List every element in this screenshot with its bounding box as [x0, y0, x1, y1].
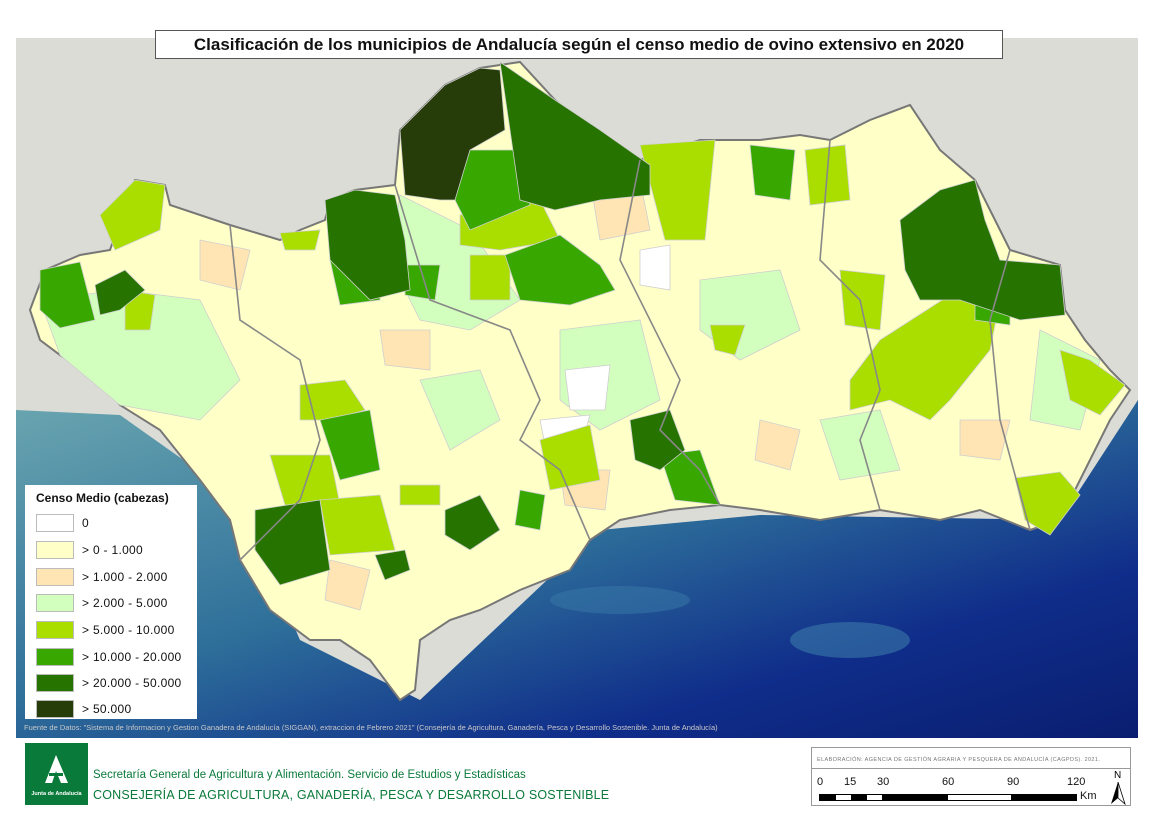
legend-swatch	[36, 514, 74, 532]
legend-item: > 5.000 - 10.000	[36, 620, 175, 640]
legend-swatch	[36, 648, 74, 666]
consejeria-text: CONSEJERÍA DE AGRICULTURA, GANADERÍA, PE…	[93, 788, 610, 802]
legend: Censo Medio (cabezas) 0 > 0 - 1.000 > 1.…	[25, 485, 197, 719]
secretaria-text: Secretaría General de Agricultura y Alim…	[93, 769, 526, 781]
legend-label: > 10.000 - 20.000	[82, 650, 182, 664]
legend-swatch	[36, 621, 74, 639]
map-canvas	[16, 38, 1138, 738]
legend-title: Censo Medio (cabezas)	[36, 491, 169, 505]
logo-a-icon	[45, 755, 68, 783]
legend-item: > 20.000 - 50.000	[36, 673, 182, 693]
legend-label: > 2.000 - 5.000	[82, 596, 168, 610]
scale-tick: 60	[942, 776, 955, 788]
scale-tick: 15	[844, 776, 857, 788]
seamount	[550, 586, 690, 614]
legend-label: > 20.000 - 50.000	[82, 676, 182, 690]
legend-item: > 50.000	[36, 699, 131, 719]
north-label: N	[1114, 770, 1122, 781]
province-borders	[229, 139, 1031, 561]
legend-swatch	[36, 700, 74, 718]
scale-box: ELABORACIÓN: AGENCIA DE GESTIÓN AGRARIA …	[811, 747, 1131, 806]
logo-text: Junta de Andalucía	[31, 791, 82, 797]
legend-label: > 1.000 - 2.000	[82, 570, 168, 584]
data-source-note: Fuente de Datos: "Sistema de Informacion…	[24, 723, 718, 732]
legend-label: 0	[82, 516, 89, 530]
legend-item: > 0 - 1.000	[36, 540, 143, 560]
divider	[812, 768, 1130, 769]
legend-swatch	[36, 541, 74, 559]
legend-label: > 5.000 - 10.000	[82, 623, 175, 637]
legend-swatch	[36, 674, 74, 692]
legend-label: > 0 - 1.000	[82, 543, 144, 557]
scale-bar	[819, 794, 1077, 801]
scale-tick: 120	[1067, 776, 1086, 788]
scale-tick: 30	[877, 776, 890, 788]
elaboration-credit: ELABORACIÓN: AGENCIA DE GESTIÓN AGRARIA …	[817, 757, 1101, 763]
scale-unit: Km	[1080, 790, 1097, 802]
legend-label: > 50.000	[82, 702, 132, 716]
scale-tick: 90	[1007, 776, 1020, 788]
map[interactable]	[16, 38, 1138, 738]
legend-swatch	[36, 568, 74, 586]
legend-item: 0	[36, 513, 89, 533]
seamount	[790, 622, 910, 658]
municipality-fills	[39, 61, 1126, 611]
map-title: Clasificación de los municipios de Andal…	[155, 30, 1003, 59]
junta-andalucia-logo: Junta de Andalucía	[25, 743, 88, 805]
scale-tick: 0	[817, 776, 824, 788]
legend-item: > 1.000 - 2.000	[36, 567, 168, 587]
legend-item: > 2.000 - 5.000	[36, 593, 168, 613]
legend-swatch	[36, 594, 74, 612]
legend-item: > 10.000 - 20.000	[36, 647, 182, 667]
north-arrow-icon: N	[1109, 770, 1127, 806]
